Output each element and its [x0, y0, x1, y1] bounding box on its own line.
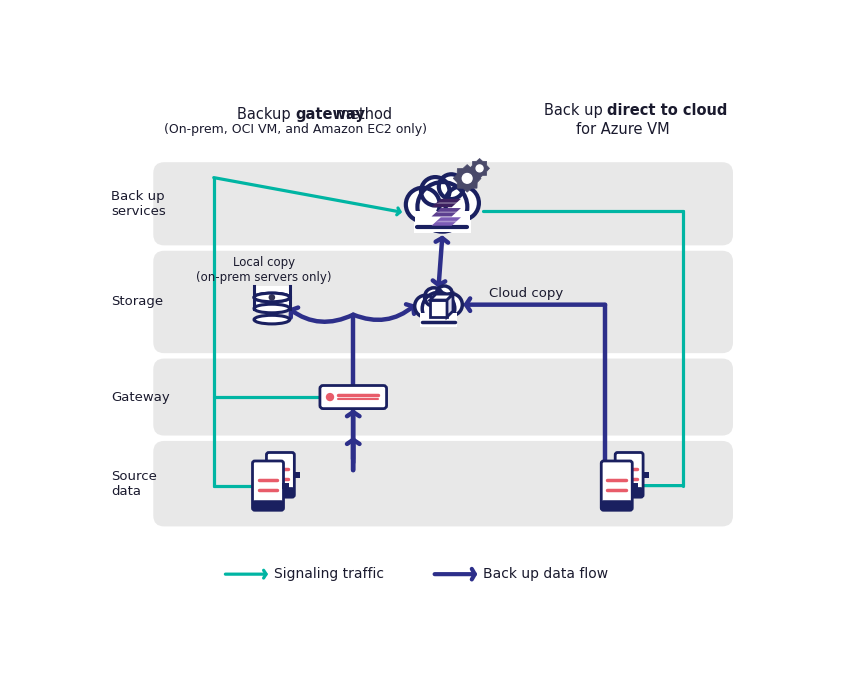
Bar [267, 488, 294, 496]
FancyBboxPatch shape [153, 162, 733, 245]
Text: Local copy
(on-prem servers only): Local copy (on-prem servers only) [196, 256, 332, 284]
FancyBboxPatch shape [601, 461, 632, 511]
Bar [420, 312, 457, 326]
Text: Source
data: Source data [111, 470, 157, 498]
Polygon shape [435, 202, 460, 204]
Bar [293, 472, 300, 478]
Text: Backup: Backup [237, 107, 296, 122]
Circle shape [414, 295, 437, 317]
FancyBboxPatch shape [266, 452, 295, 497]
Bar [253, 501, 283, 509]
Circle shape [269, 295, 274, 300]
Circle shape [424, 287, 443, 306]
Polygon shape [432, 208, 461, 216]
Circle shape [436, 286, 452, 302]
Text: method: method [331, 107, 392, 122]
FancyBboxPatch shape [616, 487, 643, 497]
Polygon shape [432, 199, 461, 207]
FancyBboxPatch shape [616, 452, 643, 497]
Polygon shape [432, 217, 461, 226]
Bar [415, 212, 470, 233]
FancyBboxPatch shape [266, 487, 295, 497]
Text: Signaling traffic: Signaling traffic [274, 567, 384, 581]
Bar [254, 286, 290, 298]
Bar [602, 501, 632, 509]
Text: Cloud copy: Cloud copy [489, 287, 563, 300]
Bar [642, 472, 648, 478]
Circle shape [476, 165, 483, 172]
Bar [616, 488, 642, 496]
Polygon shape [453, 165, 481, 192]
Text: for Azure VM: for Azure VM [576, 121, 669, 136]
Bar [631, 483, 637, 489]
Circle shape [422, 292, 455, 325]
Text: Back up
services: Back up services [111, 190, 166, 218]
Text: (On-prem, OCI VM, and Amazon EC2 only): (On-prem, OCI VM, and Amazon EC2 only) [163, 123, 427, 136]
Text: Storage: Storage [111, 296, 163, 308]
Circle shape [445, 186, 479, 220]
Polygon shape [435, 221, 460, 222]
Bar [414, 210, 471, 233]
Polygon shape [430, 300, 447, 317]
Circle shape [440, 294, 462, 316]
Polygon shape [435, 212, 460, 213]
Text: Back up: Back up [544, 103, 607, 118]
Polygon shape [430, 294, 453, 300]
Circle shape [462, 174, 472, 183]
Circle shape [418, 182, 467, 232]
Circle shape [327, 394, 333, 401]
Ellipse shape [254, 304, 290, 313]
Ellipse shape [254, 293, 290, 302]
Bar [282, 483, 289, 489]
Bar [420, 313, 456, 327]
Polygon shape [447, 294, 453, 317]
Text: Gateway: Gateway [111, 391, 170, 403]
FancyBboxPatch shape [253, 500, 284, 511]
Ellipse shape [254, 293, 290, 302]
Circle shape [439, 174, 464, 199]
FancyBboxPatch shape [601, 500, 632, 511]
Text: direct to cloud: direct to cloud [607, 103, 727, 118]
FancyBboxPatch shape [253, 461, 284, 511]
Polygon shape [470, 159, 489, 178]
FancyBboxPatch shape [320, 386, 386, 409]
FancyBboxPatch shape [153, 441, 733, 526]
Circle shape [421, 177, 450, 205]
FancyBboxPatch shape [153, 359, 733, 435]
Circle shape [406, 188, 440, 222]
Text: Back up data flow: Back up data flow [483, 567, 609, 581]
Text: gateway: gateway [296, 107, 365, 122]
Bar [254, 298, 290, 308]
Ellipse shape [254, 315, 290, 324]
FancyBboxPatch shape [153, 251, 733, 353]
